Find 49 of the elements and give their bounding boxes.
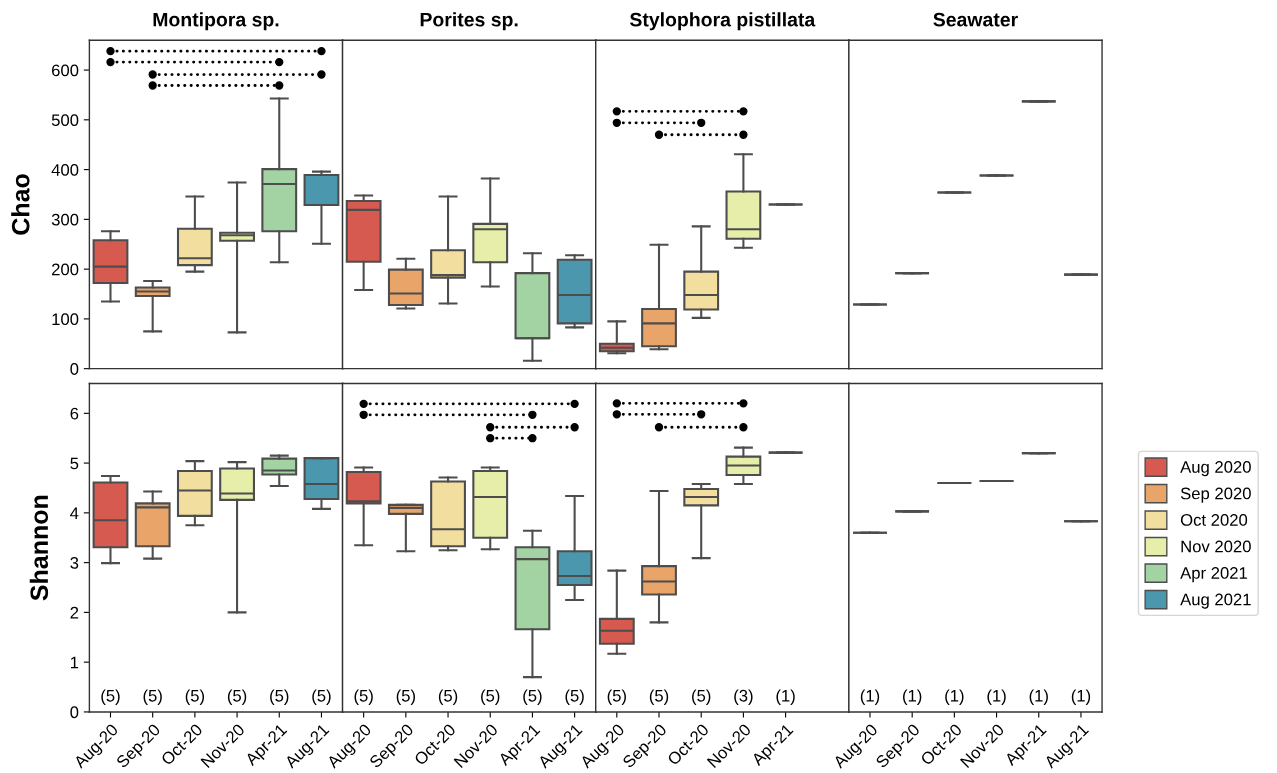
y-tick-label: 300 (51, 213, 79, 226)
annotation: (1) (860, 689, 880, 705)
annotation: (5) (185, 689, 205, 705)
annotation: (5) (692, 689, 711, 705)
annotation: (5) (523, 689, 542, 705)
chart-title: Seawater (933, 12, 1018, 27)
y-tick-label: 0 (70, 363, 79, 375)
y-axis-title: Chao (11, 174, 30, 235)
chart-title: Porites sp. (420, 12, 518, 31)
chart-title: Stylophora pistillata (629, 12, 816, 31)
y-tick-label: 2 (70, 606, 79, 619)
y-tick-label: 1 (70, 656, 79, 669)
annotation: (5) (143, 689, 162, 705)
annotation: (5) (481, 689, 500, 705)
y-tick-label: 400 (51, 164, 79, 176)
annotation: (5) (312, 689, 331, 705)
annotation: (5) (649, 689, 669, 705)
legend-label: Nov 2020 (1181, 540, 1251, 553)
legend-label: Apr 2021 (1180, 567, 1247, 583)
annotation: (5) (396, 689, 415, 705)
annotation: (1) (945, 689, 964, 705)
chart-title: Montipora sp. (153, 12, 279, 31)
y-tick-label: 3 (70, 557, 79, 569)
legend-label: Aug 2020 (1180, 461, 1251, 477)
annotation: (5) (438, 689, 458, 705)
annotation: (5) (354, 689, 373, 705)
y-tick-label: 100 (52, 313, 79, 326)
y-tick-label: 600 (52, 64, 79, 77)
y-tick-label: 4 (70, 507, 79, 519)
y-tick-label: 200 (52, 263, 79, 276)
annotation: (1) (1029, 689, 1048, 705)
annotation: (5) (565, 689, 584, 705)
annotation: (1) (987, 689, 1006, 705)
annotation: (1) (903, 689, 922, 705)
legend-label: Oct 2020 (1180, 514, 1248, 526)
annotation: (1) (1071, 689, 1091, 705)
y-tick-label: 6 (70, 407, 79, 420)
y-axis-title: Shannon (29, 495, 49, 601)
y-tick-label: 500 (51, 114, 79, 127)
annotation: (5) (607, 689, 626, 705)
annotation: (5) (101, 689, 120, 705)
legend-label: Aug 2021 (1180, 593, 1251, 609)
annotation: (5) (270, 689, 289, 705)
y-tick-label: 0 (70, 706, 79, 719)
annotation: (1) (776, 689, 795, 705)
annotation: (5) (227, 689, 247, 705)
legend-label: Sep 2020 (1180, 487, 1251, 503)
y-tick-label: 5 (70, 457, 79, 470)
annotation: (3) (734, 689, 753, 705)
